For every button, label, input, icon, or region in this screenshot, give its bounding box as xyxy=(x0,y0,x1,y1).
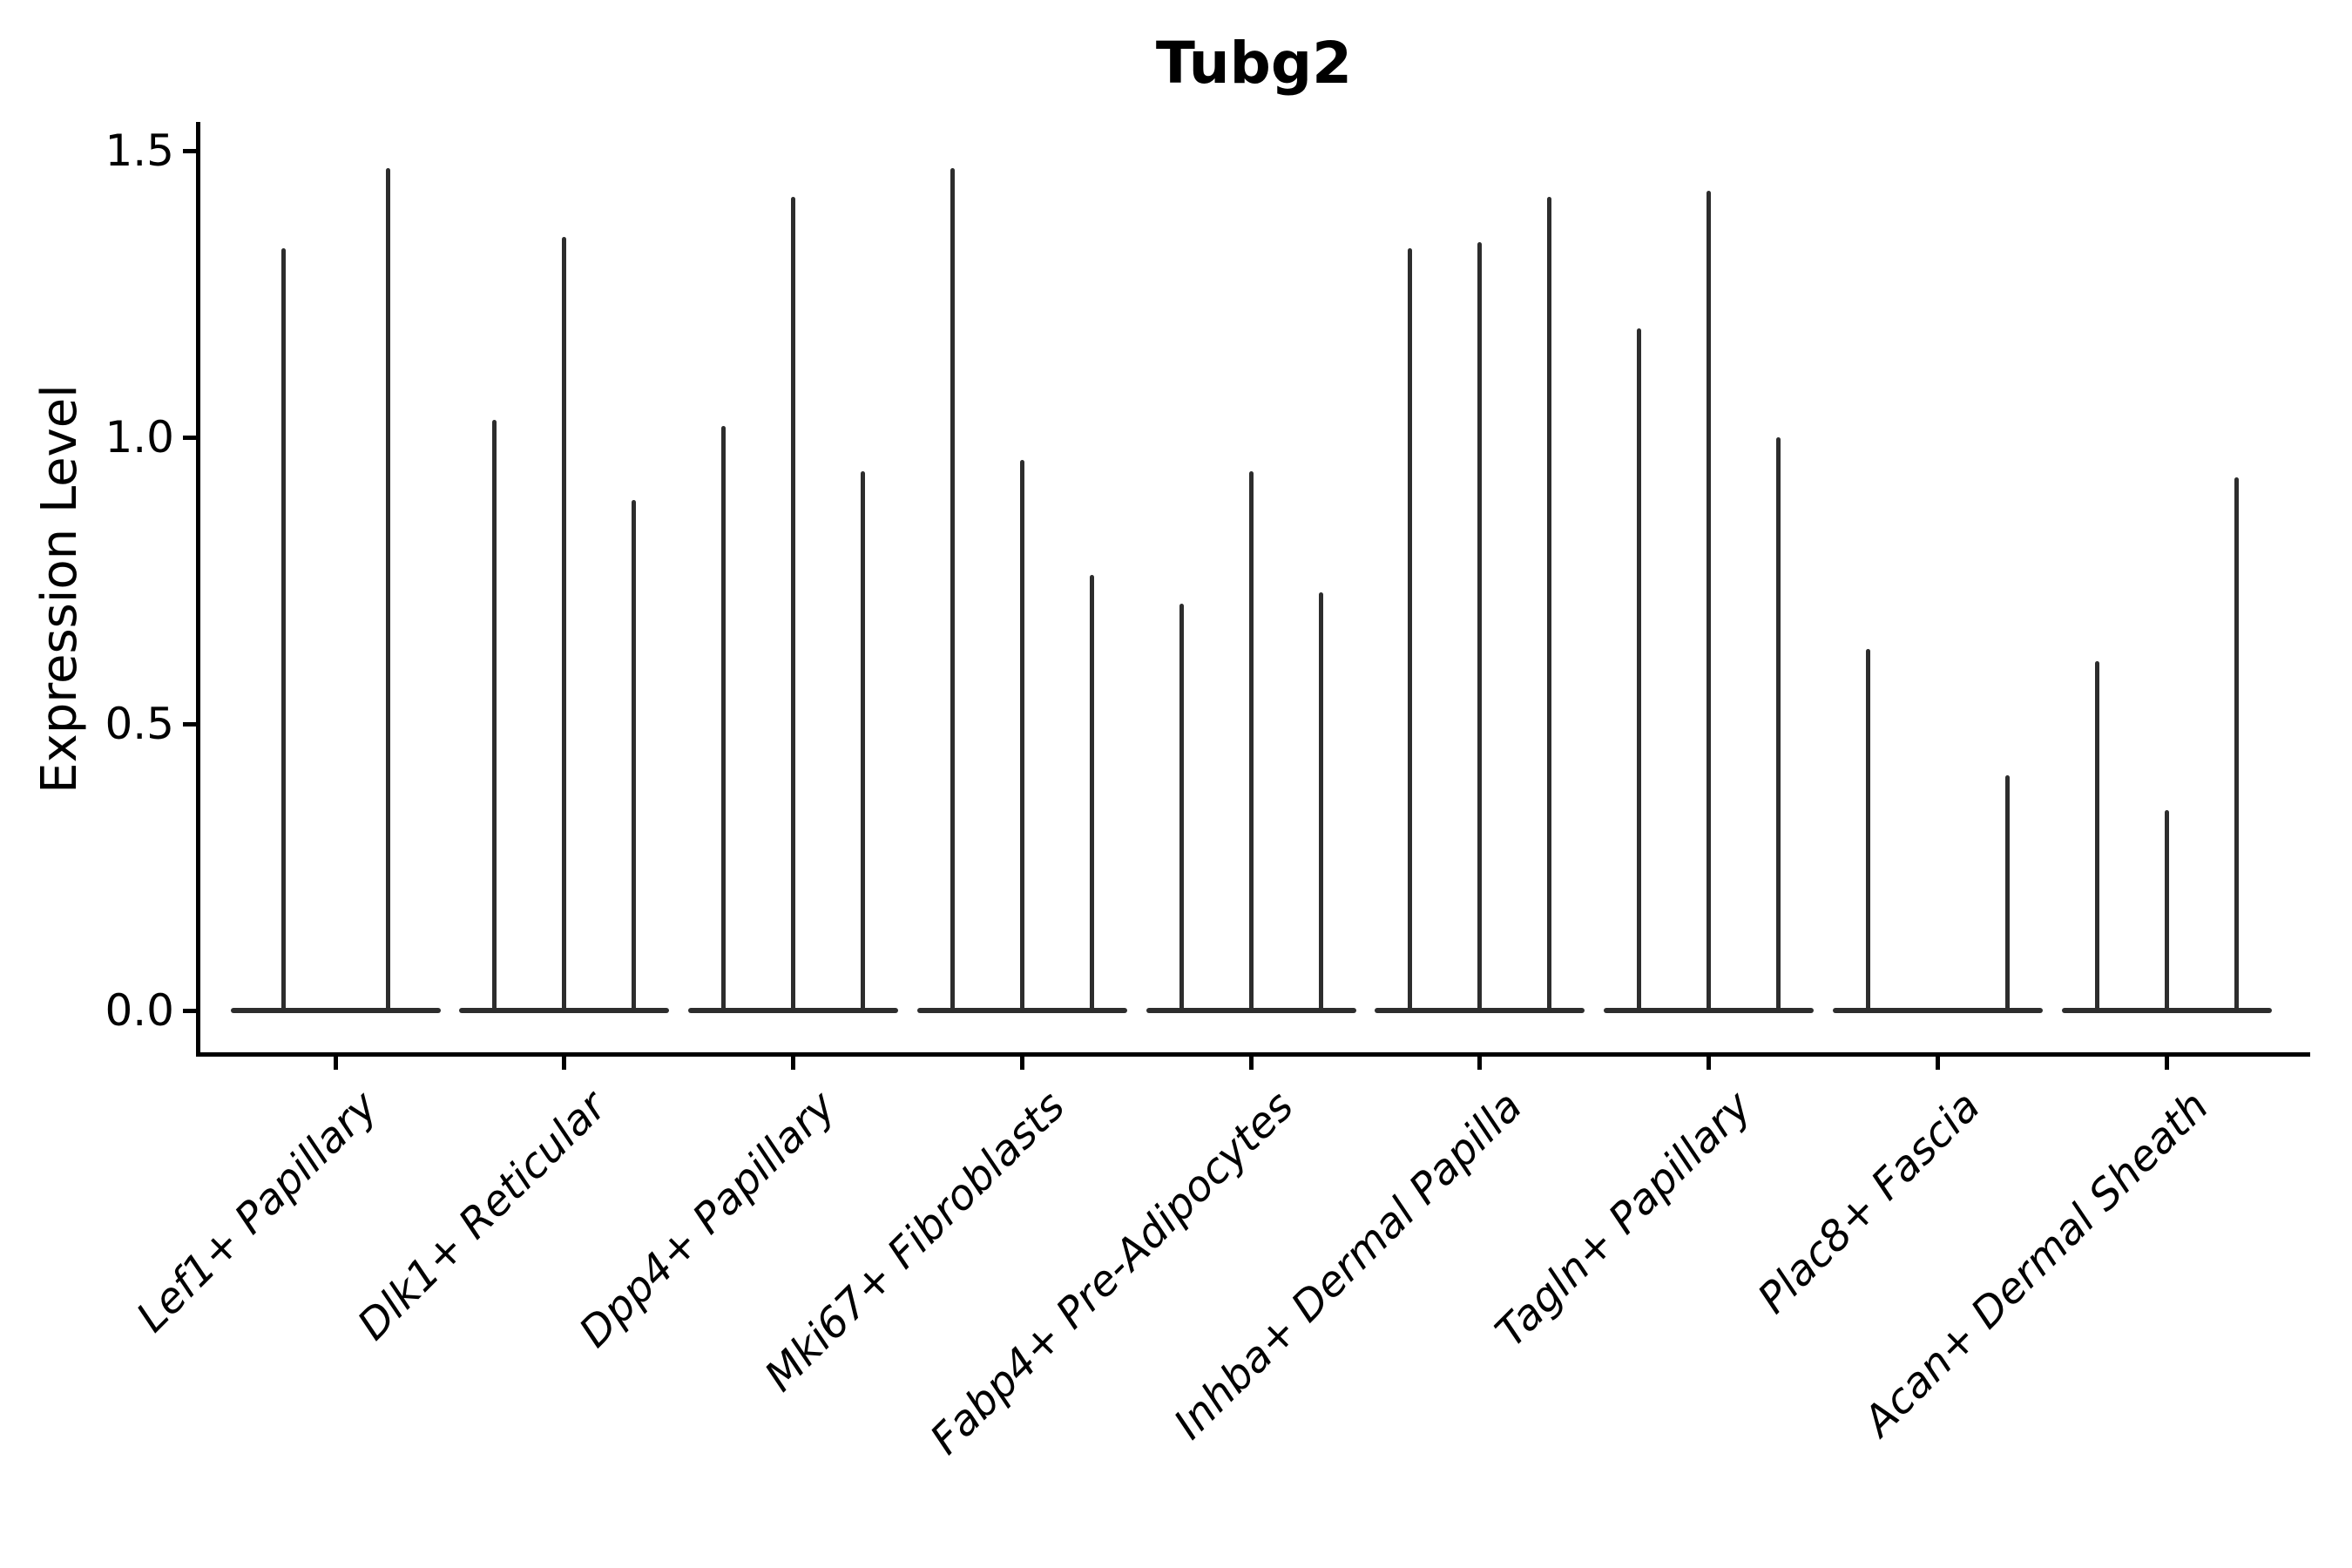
violin-spike xyxy=(2004,775,2010,1013)
y-tick xyxy=(183,435,196,440)
violin-baseline xyxy=(1832,1008,2043,1013)
x-tick-label: Fabp4+ Pre-Adipocytes xyxy=(921,1082,1303,1464)
x-tick xyxy=(2164,1057,2169,1070)
y-tick xyxy=(183,148,196,153)
chart-title: Tubg2 xyxy=(1155,30,1353,97)
x-tick xyxy=(1248,1057,1254,1070)
x-tick-label: Dpp4+ Papillary xyxy=(570,1082,846,1357)
y-tick-label: 1.5 xyxy=(105,125,174,176)
violin-spike xyxy=(791,196,795,1013)
y-tick-label: 1.0 xyxy=(105,412,174,463)
y-tick-label: 0.5 xyxy=(105,699,174,749)
y-tick xyxy=(183,1008,196,1013)
violin-spike xyxy=(1547,196,1552,1013)
y-axis-spine xyxy=(196,122,200,1057)
x-tick xyxy=(1935,1057,1940,1070)
violin-spike xyxy=(1248,471,1254,1013)
violin-spike xyxy=(1318,591,1323,1013)
x-axis-spine xyxy=(196,1052,2310,1057)
x-tick-label: Tagln+ Papillary xyxy=(1485,1082,1761,1357)
violin-spike xyxy=(1089,574,1094,1013)
violin-spike xyxy=(1637,328,1641,1013)
violin-spike xyxy=(1179,603,1184,1013)
violin-spike xyxy=(861,471,865,1013)
x-tick xyxy=(791,1057,795,1070)
violin-spike xyxy=(280,247,286,1013)
violin-spike xyxy=(2094,660,2099,1013)
violin-spike xyxy=(385,167,390,1013)
x-tick xyxy=(1477,1057,1483,1070)
x-tick xyxy=(562,1057,567,1070)
violin-spike xyxy=(492,420,497,1013)
violin-spike xyxy=(1776,437,1781,1013)
y-axis-label: Expression Level xyxy=(31,384,88,794)
violin-spike xyxy=(1408,247,1413,1013)
violin-spike xyxy=(721,425,726,1013)
violin-spike xyxy=(1865,649,1870,1013)
violin-spike xyxy=(1019,460,1024,1013)
x-tick xyxy=(333,1057,338,1070)
violin-spike xyxy=(2234,477,2239,1013)
x-tick xyxy=(1707,1057,1711,1070)
violin-spike xyxy=(632,500,637,1013)
violin-spike xyxy=(950,167,955,1013)
x-tick-label: Lef1+ Papillary xyxy=(127,1082,388,1342)
violin-spike xyxy=(2164,809,2169,1013)
y-tick-label: 0.0 xyxy=(105,985,174,1036)
y-tick xyxy=(183,721,196,727)
x-tick-label: Dlk1+ Reticular xyxy=(348,1082,617,1350)
x-tick-label: Plac8+ Fascia xyxy=(1748,1082,1990,1323)
x-tick xyxy=(1019,1057,1024,1070)
violin-spike xyxy=(1707,191,1711,1013)
violin-spike xyxy=(1477,242,1483,1013)
violin-baseline xyxy=(230,1008,441,1013)
violin-spike xyxy=(562,236,567,1013)
